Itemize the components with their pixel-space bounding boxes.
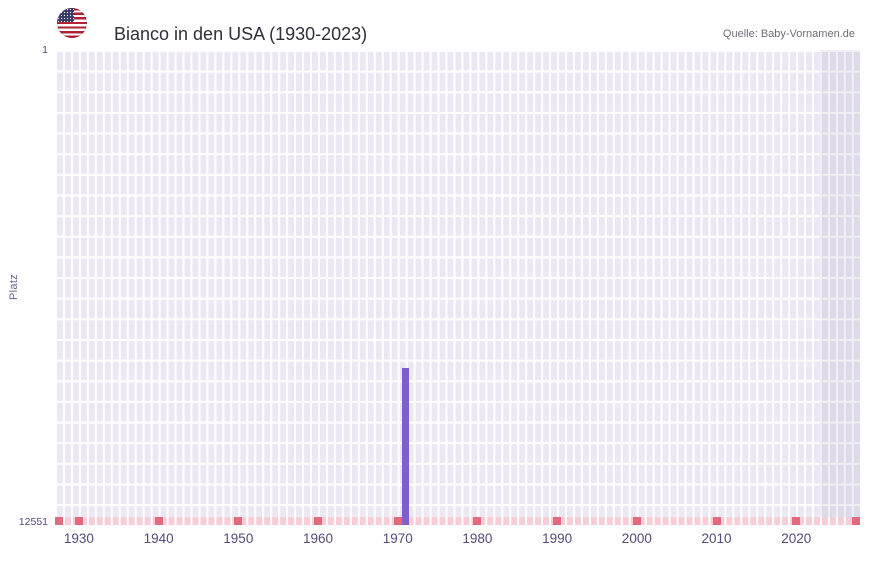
x-tick-label: 2000 <box>621 531 652 546</box>
us-flag-icon <box>57 8 87 38</box>
source-attribution: Quelle: Baby-Vornamen.de <box>722 28 855 40</box>
decade-tick-mark <box>393 517 402 525</box>
rank-bar[interactable] <box>402 367 410 525</box>
decade-tick-mark <box>553 517 562 525</box>
decade-tick-mark <box>473 517 482 525</box>
x-tick-label: 1940 <box>143 531 174 546</box>
plot-area <box>55 50 860 525</box>
decade-tick-mark <box>74 517 83 525</box>
decade-tick-mark <box>632 517 641 525</box>
unranked-band <box>55 517 860 525</box>
x-tick-label: 1970 <box>382 531 413 546</box>
x-tick-label: 1990 <box>542 531 573 546</box>
decade-tick-mark <box>55 517 63 525</box>
decade-tick-mark <box>712 517 721 525</box>
y-axis-bottom-label: 12551 <box>18 516 48 528</box>
page-title: Bianco in den USA (1930-2023) <box>114 24 368 45</box>
y-axis-top-label: 1 <box>42 44 48 56</box>
decade-tick-mark <box>792 517 801 525</box>
x-tick-label: 1950 <box>223 531 254 546</box>
decade-tick-mark <box>314 517 323 525</box>
x-tick-label: 1960 <box>302 531 334 546</box>
decade-tick-mark <box>234 517 243 525</box>
x-tick-label: 1930 <box>63 531 94 546</box>
no-data-region <box>820 50 860 525</box>
x-tick-label: 2010 <box>701 531 732 546</box>
x-axis-labels: 1930 1940 1950 1960 1970 1980 1990 2000 2010 2020 <box>55 531 860 551</box>
x-tick-label: 1980 <box>462 531 493 546</box>
x-tick-label: 2020 <box>781 531 812 546</box>
decade-tick-mark <box>852 517 860 525</box>
y-axis-title: Platz <box>8 274 20 300</box>
decade-tick-mark <box>154 517 163 525</box>
